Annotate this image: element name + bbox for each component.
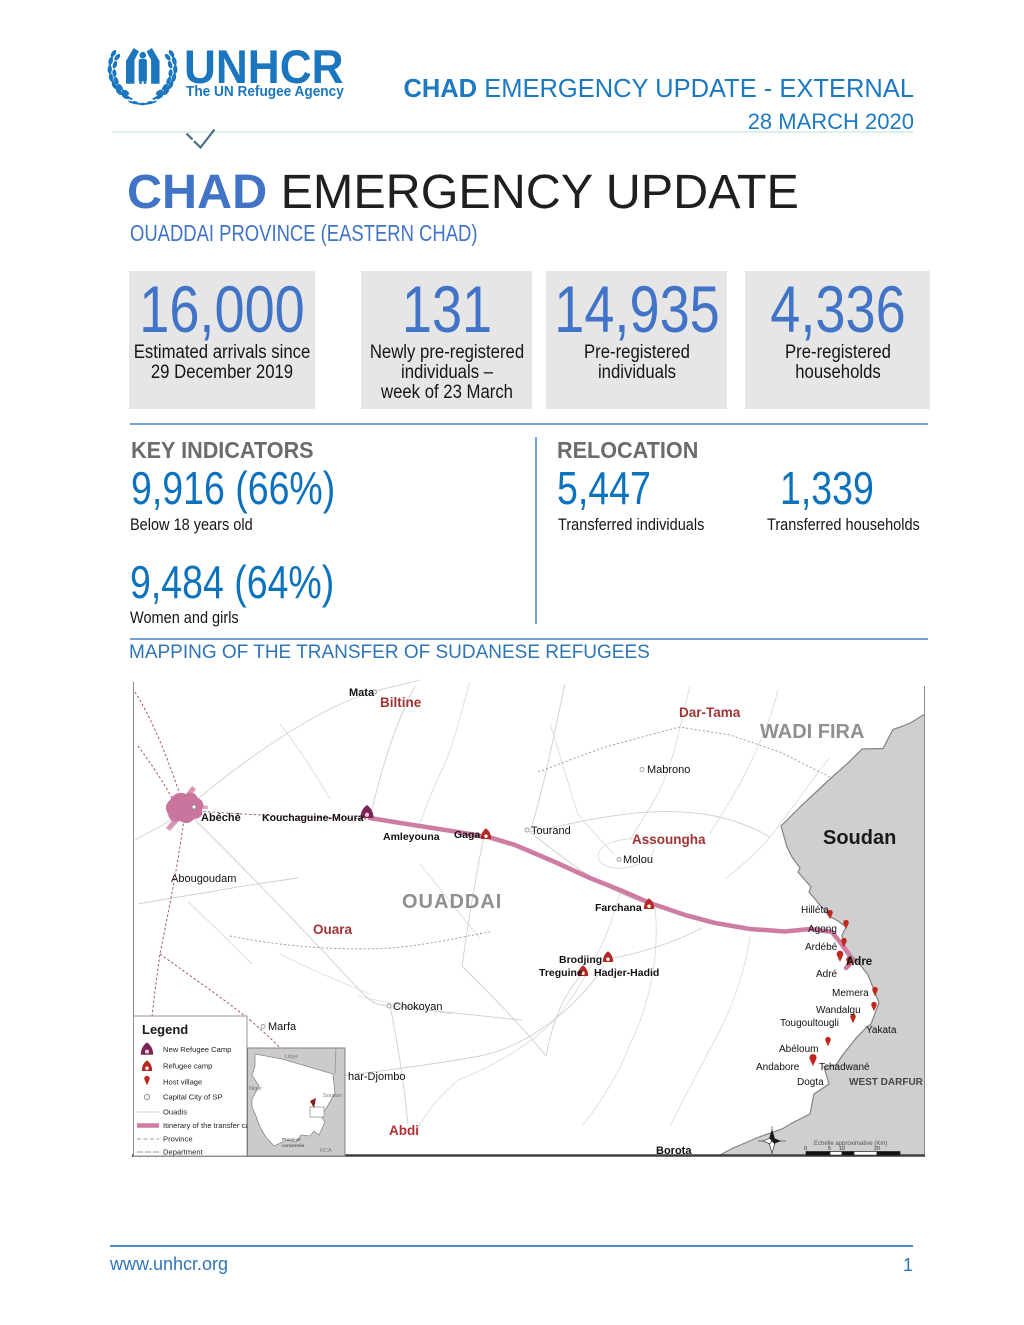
svg-text:Niger: Niger <box>249 1086 262 1092</box>
svg-text:Borota: Borota <box>656 1145 692 1157</box>
svg-text:Dar-Tama: Dar-Tama <box>679 705 741 720</box>
svg-text:Tourand: Tourand <box>531 825 571 837</box>
svg-text:Soudan: Soudan <box>323 1093 342 1099</box>
svg-text:WEST DARFUR: WEST DARFUR <box>849 1077 924 1088</box>
svg-text:Treguine: Treguine <box>539 967 583 979</box>
svg-text:Province: Province <box>282 1137 301 1143</box>
svg-text:Department: Department <box>163 1148 204 1157</box>
svg-text:Soudan: Soudan <box>823 827 896 849</box>
svg-text:Andabore: Andabore <box>756 1062 800 1073</box>
svg-text:0: 0 <box>804 1146 807 1152</box>
svg-text:Echelle approximative (Km): Echelle approximative (Km) <box>814 1141 887 1147</box>
svg-text:New Refugee Camp: New Refugee Camp <box>163 1045 231 1054</box>
svg-text:Biltine: Biltine <box>380 695 422 710</box>
svg-text:Hilléta: Hilléta <box>801 905 829 916</box>
svg-text:Ouara: Ouara <box>313 922 353 937</box>
svg-text:WADI FIRA: WADI FIRA <box>760 721 864 743</box>
svg-text:Molou: Molou <box>623 854 653 866</box>
svg-text:Gaga: Gaga <box>454 829 480 841</box>
svg-text:Libye: Libye <box>285 1054 298 1060</box>
svg-text:Abéché: Abéché <box>201 812 241 824</box>
svg-text:Refugee camp: Refugee camp <box>163 1062 212 1071</box>
svg-text:Capital City of SP: Capital City of SP <box>163 1093 223 1102</box>
svg-text:concernée: concernée <box>282 1143 305 1149</box>
svg-text:Wandalgu: Wandalgu <box>816 1005 861 1016</box>
svg-text:Ouadis: Ouadis <box>163 1108 187 1117</box>
svg-text:Abéloum: Abéloum <box>779 1044 818 1055</box>
svg-text:Itinerary of the transfer camp: Itinerary of the transfer camps <box>163 1121 264 1130</box>
svg-text:Province: Province <box>163 1135 193 1144</box>
svg-text:5: 5 <box>828 1146 831 1152</box>
svg-text:Farchana: Farchana <box>595 902 642 914</box>
svg-text:Marfa: Marfa <box>268 1021 297 1033</box>
svg-text:Mabrono: Mabrono <box>647 764 690 776</box>
svg-text:10: 10 <box>839 1146 845 1152</box>
svg-text:har-Djombo: har-Djombo <box>348 1071 405 1083</box>
svg-text:Chokoyan: Chokoyan <box>393 1001 443 1013</box>
svg-text:Tougoultougli: Tougoultougli <box>780 1018 839 1029</box>
svg-text:Kouchaguine-Moura: Kouchaguine-Moura <box>262 812 364 824</box>
svg-text:Dogta: Dogta <box>797 1077 824 1088</box>
svg-text:Tchadwané: Tchadwané <box>819 1062 870 1073</box>
svg-text:Assoungha: Assoungha <box>632 832 706 847</box>
svg-text:Brodjing: Brodjing <box>559 954 602 966</box>
svg-text:Abougoudam: Abougoudam <box>171 873 236 885</box>
svg-text:Yakata: Yakata <box>866 1025 897 1036</box>
svg-text:Memera: Memera <box>832 988 869 999</box>
svg-text:OUADDAI: OUADDAI <box>402 891 502 913</box>
svg-text:Adre: Adre <box>846 956 872 968</box>
svg-text:Hadjer-Hadid: Hadjer-Hadid <box>594 967 659 979</box>
svg-text:Amleyouna: Amleyouna <box>383 831 440 843</box>
svg-text:Abdi: Abdi <box>389 1123 419 1138</box>
svg-text:Agong: Agong <box>808 924 837 935</box>
svg-text:Host village: Host village <box>163 1078 202 1087</box>
svg-text:RCA: RCA <box>320 1148 332 1154</box>
svg-text:20: 20 <box>874 1146 880 1152</box>
svg-text:Ardébé: Ardébé <box>805 942 838 953</box>
svg-text:Mata: Mata <box>349 687 375 699</box>
svg-text:Adré: Adré <box>816 969 838 980</box>
svg-text:Legend: Legend <box>142 1022 188 1037</box>
